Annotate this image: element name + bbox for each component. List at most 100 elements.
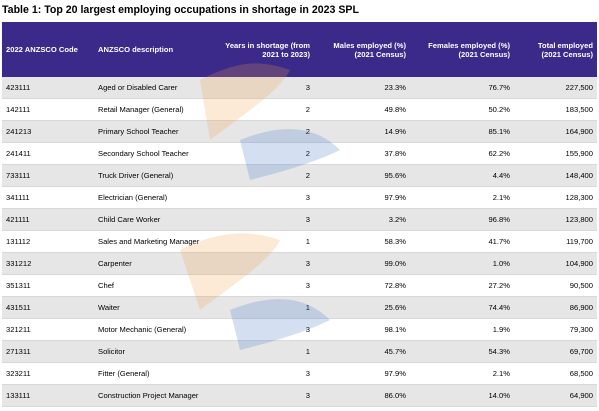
cell-code: 331212: [2, 252, 94, 275]
cell-males: 37.8%: [314, 142, 410, 165]
cell-code: 241213: [2, 120, 94, 143]
cell-code: 733111: [2, 164, 94, 187]
cell-years: 2: [218, 98, 314, 121]
table-row: 241411 Secondary School Teacher 2 37.8% 62.2…: [2, 142, 597, 165]
cell-years: 3: [218, 318, 314, 341]
cell-males: 23.3%: [314, 77, 410, 99]
cell-females: 4.4%: [410, 164, 514, 187]
table-row: 431511 Waiter 1 25.6% 74.4% 86,900: [2, 296, 597, 319]
cell-females: 54.3%: [410, 340, 514, 363]
header-males: Males employed (%) (2021 Census): [314, 22, 410, 77]
table-row: 351311 Chef 3 72.8% 27.2% 90,500: [2, 274, 597, 297]
cell-desc: Child Care Worker: [94, 208, 218, 231]
cell-females: 2.1%: [410, 362, 514, 385]
cell-desc: Construction Project Manager: [94, 384, 218, 407]
cell-females: 27.2%: [410, 274, 514, 297]
cell-total: 104,900: [514, 252, 597, 275]
cell-years: 1: [218, 340, 314, 363]
cell-total: 64,900: [514, 384, 597, 407]
cell-years: 1: [218, 296, 314, 319]
cell-code: 271311: [2, 340, 94, 363]
cell-total: 69,700: [514, 340, 597, 363]
cell-total: 155,900: [514, 142, 597, 165]
cell-desc: Carpenter: [94, 252, 218, 275]
cell-males: 86.0%: [314, 384, 410, 407]
cell-desc: Secondary School Teacher: [94, 142, 218, 165]
header-total: Total employed (2021 Census): [514, 22, 597, 77]
cell-total: 183,500: [514, 98, 597, 121]
table-row: 321211 Motor Mechanic (General) 3 98.1% 1.9%…: [2, 318, 597, 341]
cell-code: 351311: [2, 274, 94, 297]
cell-females: 62.2%: [410, 142, 514, 165]
cell-desc: Solicitor: [94, 340, 218, 363]
cell-years: 3: [218, 208, 314, 231]
cell-desc: Chef: [94, 274, 218, 297]
table-header-row: 2022 ANZSCO Code ANZSCO description Year…: [2, 22, 597, 77]
table-row: 131112 Sales and Marketing Manager 1 58.3% 4…: [2, 230, 597, 253]
cell-years: 1: [218, 230, 314, 253]
cell-total: 123,800: [514, 208, 597, 231]
cell-females: 74.4%: [410, 296, 514, 319]
cell-desc: Motor Mechanic (General): [94, 318, 218, 341]
cell-total: 90,500: [514, 274, 597, 297]
cell-females: 1.0%: [410, 252, 514, 275]
cell-code: 431511: [2, 296, 94, 319]
cell-total: 79,300: [514, 318, 597, 341]
cell-total: 148,400: [514, 164, 597, 187]
cell-males: 58.3%: [314, 230, 410, 253]
cell-females: 50.2%: [410, 98, 514, 121]
table-row: 341111 Electrician (General) 3 97.9% 2.1% 128…: [2, 186, 597, 209]
table-row: 423111 Aged or Disabled Carer 3 23.3% 76.7% 2…: [2, 77, 597, 99]
cell-code: 133111: [2, 384, 94, 407]
table-body: 423111 Aged or Disabled Carer 3 23.3% 76.7% 2…: [2, 77, 597, 407]
header-code: 2022 ANZSCO Code: [2, 22, 94, 77]
cell-females: 41.7%: [410, 230, 514, 253]
cell-desc: Electrician (General): [94, 186, 218, 209]
cell-code: 323211: [2, 362, 94, 385]
cell-males: 97.9%: [314, 362, 410, 385]
cell-code: 421111: [2, 208, 94, 231]
cell-code: 341111: [2, 186, 94, 209]
cell-females: 96.8%: [410, 208, 514, 231]
cell-years: 3: [218, 252, 314, 275]
cell-years: 3: [218, 77, 314, 99]
cell-years: 3: [218, 384, 314, 407]
cell-desc: Fitter (General): [94, 362, 218, 385]
table-row: 733111 Truck Driver (General) 2 95.6% 4.4% 14…: [2, 164, 597, 187]
cell-females: 2.1%: [410, 186, 514, 209]
cell-total: 68,500: [514, 362, 597, 385]
table-row: 323211 Fitter (General) 3 97.9% 2.1% 68,500: [2, 362, 597, 385]
shortage-occupations-table: 2022 ANZSCO Code ANZSCO description Year…: [2, 22, 597, 407]
cell-desc: Aged or Disabled Carer: [94, 77, 218, 99]
cell-years: 3: [218, 186, 314, 209]
cell-code: 131112: [2, 230, 94, 253]
header-years: Years in shortage (from 2021 to 2023): [218, 22, 314, 77]
cell-code: 321211: [2, 318, 94, 341]
cell-desc: Retail Manager (General): [94, 98, 218, 121]
cell-desc: Primary School Teacher: [94, 120, 218, 143]
cell-total: 128,300: [514, 186, 597, 209]
cell-years: 2: [218, 142, 314, 165]
cell-code: 423111: [2, 77, 94, 99]
cell-total: 86,900: [514, 296, 597, 319]
cell-total: 164,900: [514, 120, 597, 143]
cell-females: 85.1%: [410, 120, 514, 143]
cell-females: 14.0%: [410, 384, 514, 407]
cell-desc: Sales and Marketing Manager: [94, 230, 218, 253]
cell-males: 25.6%: [314, 296, 410, 319]
cell-years: 3: [218, 362, 314, 385]
cell-total: 119,700: [514, 230, 597, 253]
cell-males: 14.9%: [314, 120, 410, 143]
cell-females: 1.9%: [410, 318, 514, 341]
cell-males: 49.8%: [314, 98, 410, 121]
cell-years: 2: [218, 164, 314, 187]
table-row: 142111 Retail Manager (General) 2 49.8% 50.2…: [2, 98, 597, 121]
cell-years: 3: [218, 274, 314, 297]
table-row: 241213 Primary School Teacher 2 14.9% 85.1% 1…: [2, 120, 597, 143]
header-females: Females employed (%) (2021 Census): [410, 22, 514, 77]
cell-males: 95.6%: [314, 164, 410, 187]
table-caption: Table 1: Top 20 largest employing occupa…: [2, 4, 359, 16]
cell-total: 227,500: [514, 77, 597, 99]
table-row: 331212 Carpenter 3 99.0% 1.0% 104,900: [2, 252, 597, 275]
cell-males: 99.0%: [314, 252, 410, 275]
